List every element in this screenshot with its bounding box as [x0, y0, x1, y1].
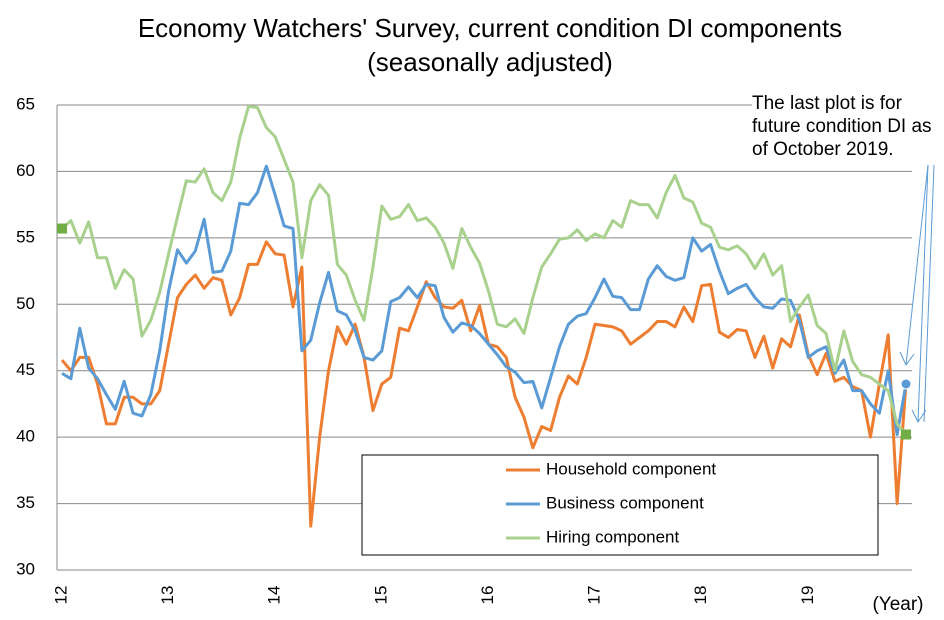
- x-tick-label: 16: [478, 586, 497, 605]
- y-tick-label: 30: [16, 559, 35, 578]
- x-tick-label: 13: [158, 586, 177, 605]
- y-tick-label: 60: [16, 161, 35, 180]
- annotation: The last plot is for future condition DI…: [752, 92, 937, 161]
- series-line: [60, 240, 908, 528]
- legend-label: Business component: [546, 493, 704, 512]
- y-tick-label: 55: [16, 227, 35, 246]
- legend-label: Hiring component: [546, 527, 680, 546]
- x-axis-label: (Year): [872, 594, 923, 615]
- chart-title: Economy Watchers' Survey, current condit…: [138, 13, 842, 43]
- x-tick-label: 18: [691, 586, 710, 605]
- x-tick-label: 15: [371, 586, 390, 605]
- legend: Household component Business component Hir…: [506, 459, 716, 546]
- chart-subtitle: (seasonally adjusted): [367, 47, 613, 77]
- y-tick-label: 65: [16, 94, 35, 113]
- y-tick-label: 40: [16, 427, 35, 446]
- y-tick-label: 45: [16, 360, 35, 379]
- legend-box: [361, 454, 879, 556]
- x-tick-label: 17: [585, 586, 604, 605]
- x-tick-label: 14: [265, 586, 284, 605]
- marker: [900, 378, 912, 390]
- annotation-arrows: [899, 164, 935, 423]
- marker: [57, 223, 67, 234]
- y-tick-label: 35: [16, 493, 35, 512]
- x-tick-label: 19: [798, 586, 817, 605]
- series-line: [61, 164, 908, 436]
- x-tick-label: 12: [51, 586, 70, 605]
- marker: [901, 429, 911, 440]
- y-tick-label: 50: [16, 294, 35, 313]
- legend-label: Household component: [546, 459, 716, 478]
- series-line: [60, 104, 908, 436]
